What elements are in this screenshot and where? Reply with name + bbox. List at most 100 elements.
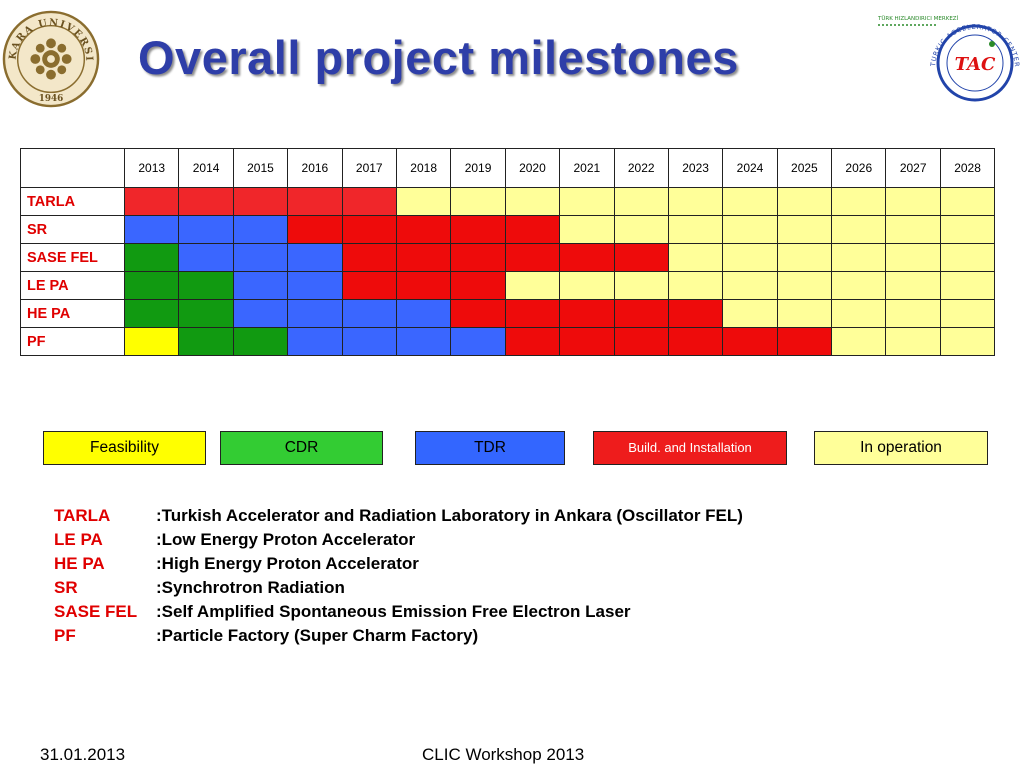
phase-cell <box>123 215 180 244</box>
table-row: PF <box>20 327 996 356</box>
table-row: LE PA <box>20 271 996 300</box>
phase-cell <box>831 243 887 272</box>
phase-cell <box>341 271 397 300</box>
phase-cell <box>450 327 506 356</box>
phase-cell <box>559 215 615 244</box>
phase-cell <box>504 299 561 328</box>
phase-cell <box>722 187 778 216</box>
phase-cell <box>939 327 996 356</box>
year-header-2022: 2022 <box>613 148 669 188</box>
phase-cell <box>178 271 234 300</box>
definition-abbr: SR <box>54 578 78 597</box>
legend-label: TDR <box>474 439 506 456</box>
year-header-2017: 2017 <box>341 148 397 188</box>
phase-cell <box>722 299 778 328</box>
definition-abbr: TARLA <box>54 506 111 525</box>
phase-cell <box>831 215 887 244</box>
phase-cell <box>831 187 887 216</box>
legend-feasibility: Feasibility <box>43 431 206 465</box>
legend-tdr: TDR <box>415 431 565 465</box>
phase-cell <box>667 327 724 356</box>
phase-cell <box>939 187 996 216</box>
phase-cell <box>504 327 561 356</box>
phase-cell <box>395 187 452 216</box>
logo-left-year: 1946 <box>39 94 64 104</box>
phase-cell <box>776 215 833 244</box>
definition-abbr: HE PA <box>54 554 105 573</box>
definition-abbr: SASE FEL <box>54 602 138 621</box>
year-header-2018: 2018 <box>395 148 452 188</box>
abbreviation-definitions: TARLA:Turkish Accelerator and Radiation … <box>54 504 743 648</box>
phase-cell <box>613 243 669 272</box>
phase-cell <box>667 215 724 244</box>
phase-cell <box>776 327 833 356</box>
phase-cell <box>395 215 452 244</box>
year-header-2028: 2028 <box>939 148 996 188</box>
logo-right-mark: TAC <box>955 54 996 75</box>
phase-cell <box>232 327 289 356</box>
phase-cell <box>178 215 234 244</box>
definition-row: HE PA:High Energy Proton Accelerator <box>54 552 743 576</box>
phase-cell <box>232 215 289 244</box>
year-header-2027: 2027 <box>885 148 941 188</box>
year-header-2020: 2020 <box>504 148 561 188</box>
phase-cell <box>123 299 180 328</box>
phase-cell <box>341 327 397 356</box>
legend-label: In operation <box>860 439 942 456</box>
table-row: HE PA <box>20 299 996 328</box>
definition-row: SASE FEL:Self Amplified Spontaneous Emis… <box>54 600 743 624</box>
phase-cell <box>450 271 506 300</box>
turkic-accelerator-center-logo: TÜRK HIZLANDIRICI MERKEZİ TURKIC ACCELER… <box>877 15 1020 102</box>
phase-cell <box>667 299 724 328</box>
phase-cell <box>885 215 941 244</box>
phase-cell <box>341 243 397 272</box>
phase-cell <box>341 299 397 328</box>
phase-cell <box>395 271 452 300</box>
phase-cell <box>613 215 669 244</box>
phase-cell <box>559 327 615 356</box>
phase-cell <box>232 243 289 272</box>
definition-text: :Synchrotron Radiation <box>156 578 345 597</box>
phase-cell <box>178 299 234 328</box>
phase-cell <box>831 327 887 356</box>
definition-row: PF:Particle Factory (Super Charm Factory… <box>54 624 743 648</box>
year-header-2014: 2014 <box>178 148 234 188</box>
phase-cell <box>123 243 180 272</box>
phase-cell <box>559 271 615 300</box>
definition-row: SR :Synchrotron Radiation <box>54 576 743 600</box>
definition-abbr: PF <box>54 626 76 645</box>
table-row: TARLA <box>20 187 996 216</box>
phase-cell <box>450 187 506 216</box>
year-header-2023: 2023 <box>667 148 724 188</box>
phase-cell <box>939 243 996 272</box>
milestone-table: 2013 2014 2015 2016 2017 2018 2019 2020 2021 2022… <box>20 148 996 356</box>
definition-abbr: LE PA <box>54 530 103 549</box>
phase-cell <box>287 327 343 356</box>
logo-right-caption: TÜRK HIZLANDIRICI MERKEZİ <box>877 15 959 22</box>
legend-label: CDR <box>284 439 319 456</box>
phase-cell <box>178 327 234 356</box>
page-title: Overall project milestones <box>138 31 739 84</box>
year-header-row: 2013 2014 2015 2016 2017 2018 2019 2020 2021 2022… <box>20 148 996 188</box>
table-corner-cell <box>20 148 125 188</box>
phase-cell <box>831 299 887 328</box>
phase-cell <box>450 215 506 244</box>
phase-cell <box>450 243 506 272</box>
phase-cell <box>341 187 397 216</box>
phase-cell <box>559 243 615 272</box>
phase-cell <box>613 187 669 216</box>
phase-cell <box>287 271 343 300</box>
phase-cell <box>613 271 669 300</box>
year-header-2026: 2026 <box>831 148 887 188</box>
phase-cell <box>232 299 289 328</box>
phase-cell <box>667 271 724 300</box>
phase-cell <box>722 243 778 272</box>
phase-cell <box>178 243 234 272</box>
row-label: HE PA <box>20 299 125 328</box>
legend-cdr: CDR <box>220 431 383 465</box>
phase-cell <box>885 299 941 328</box>
row-label: TARLA <box>20 187 125 216</box>
phase-cell <box>450 299 506 328</box>
row-label: LE PA <box>20 271 125 300</box>
phase-cell <box>939 215 996 244</box>
